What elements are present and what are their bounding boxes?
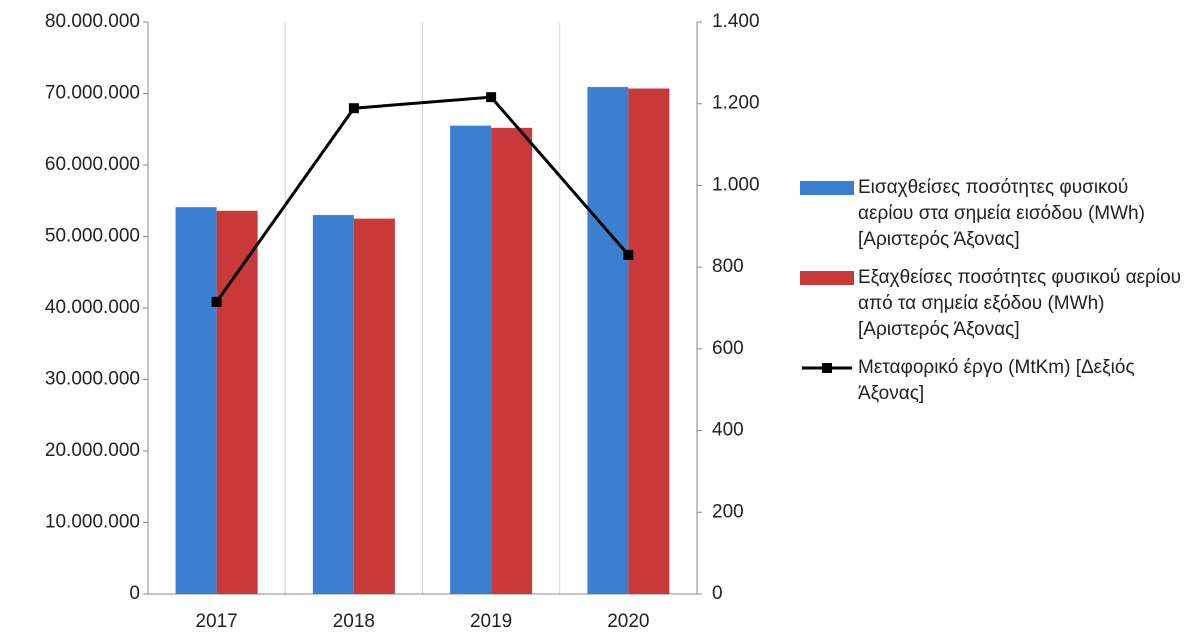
bar: [216, 210, 258, 594]
y2-tick-label: 1.200: [712, 93, 760, 114]
x-tick-label: 2019: [470, 611, 512, 632]
legend-item: Εισαχθείσες ποσότητες φυσικού αερίου στα…: [800, 175, 1200, 253]
legend-label: Εισαχθείσες ποσότητες φυσικού αερίου στα…: [858, 177, 1145, 250]
bar: [491, 127, 533, 594]
y-tick-label: 0: [129, 583, 140, 604]
x-tick-label: 2018: [333, 611, 375, 632]
y2-tick-label: 200: [712, 501, 744, 522]
y2-tick-label: 400: [712, 420, 744, 441]
y-tick-label: 40.000.000: [45, 297, 140, 318]
y-tick-label: 60.000.000: [45, 154, 140, 175]
x-tick-label: 2020: [607, 611, 649, 632]
y-tick-label: 80.000.000: [45, 11, 140, 32]
bar: [312, 215, 354, 595]
line-marker: [486, 92, 497, 103]
y2-tick-label: 800: [712, 256, 744, 277]
y-tick-label: 30.000.000: [45, 369, 140, 390]
legend-swatch: [800, 361, 854, 375]
x-tick-label: 2017: [195, 611, 237, 632]
bar: [353, 218, 395, 594]
legend: Εισαχθείσες ποσότητες φυσικού αερίου στα…: [800, 175, 1200, 419]
bar: [628, 88, 670, 595]
line: [215, 95, 630, 303]
legend-item: Μεταφορικό έργο (MtKm) [Δεξιός Άξονας]: [800, 355, 1200, 407]
y2-tick-label: 0: [712, 583, 723, 604]
y-tick-label: 10.000.000: [45, 512, 140, 533]
y2-tick-label: 1.400: [712, 11, 760, 32]
y2-tick-label: 1.000: [712, 174, 760, 195]
bar: [587, 87, 629, 594]
legend-swatch: [800, 271, 854, 285]
y-tick-label: 70.000.000: [45, 83, 140, 104]
legend-label: Εξαχθείσες ποσότητες φυσικού αερίου από …: [858, 267, 1182, 340]
bar: [450, 125, 492, 595]
y-tick-label: 20.000.000: [45, 440, 140, 461]
legend-swatch: [800, 181, 854, 195]
legend-item: Εξαχθείσες ποσότητες φυσικού αερίου από …: [800, 265, 1200, 343]
legend-label: Μεταφορικό έργο (MtKm) [Δεξιός Άξονας]: [858, 357, 1135, 404]
line-marker: [348, 103, 359, 114]
bar: [175, 207, 217, 594]
y2-tick-label: 600: [712, 338, 744, 359]
line-marker: [623, 249, 634, 260]
line-marker: [211, 296, 222, 307]
y-tick-label: 50.000.000: [45, 226, 140, 247]
